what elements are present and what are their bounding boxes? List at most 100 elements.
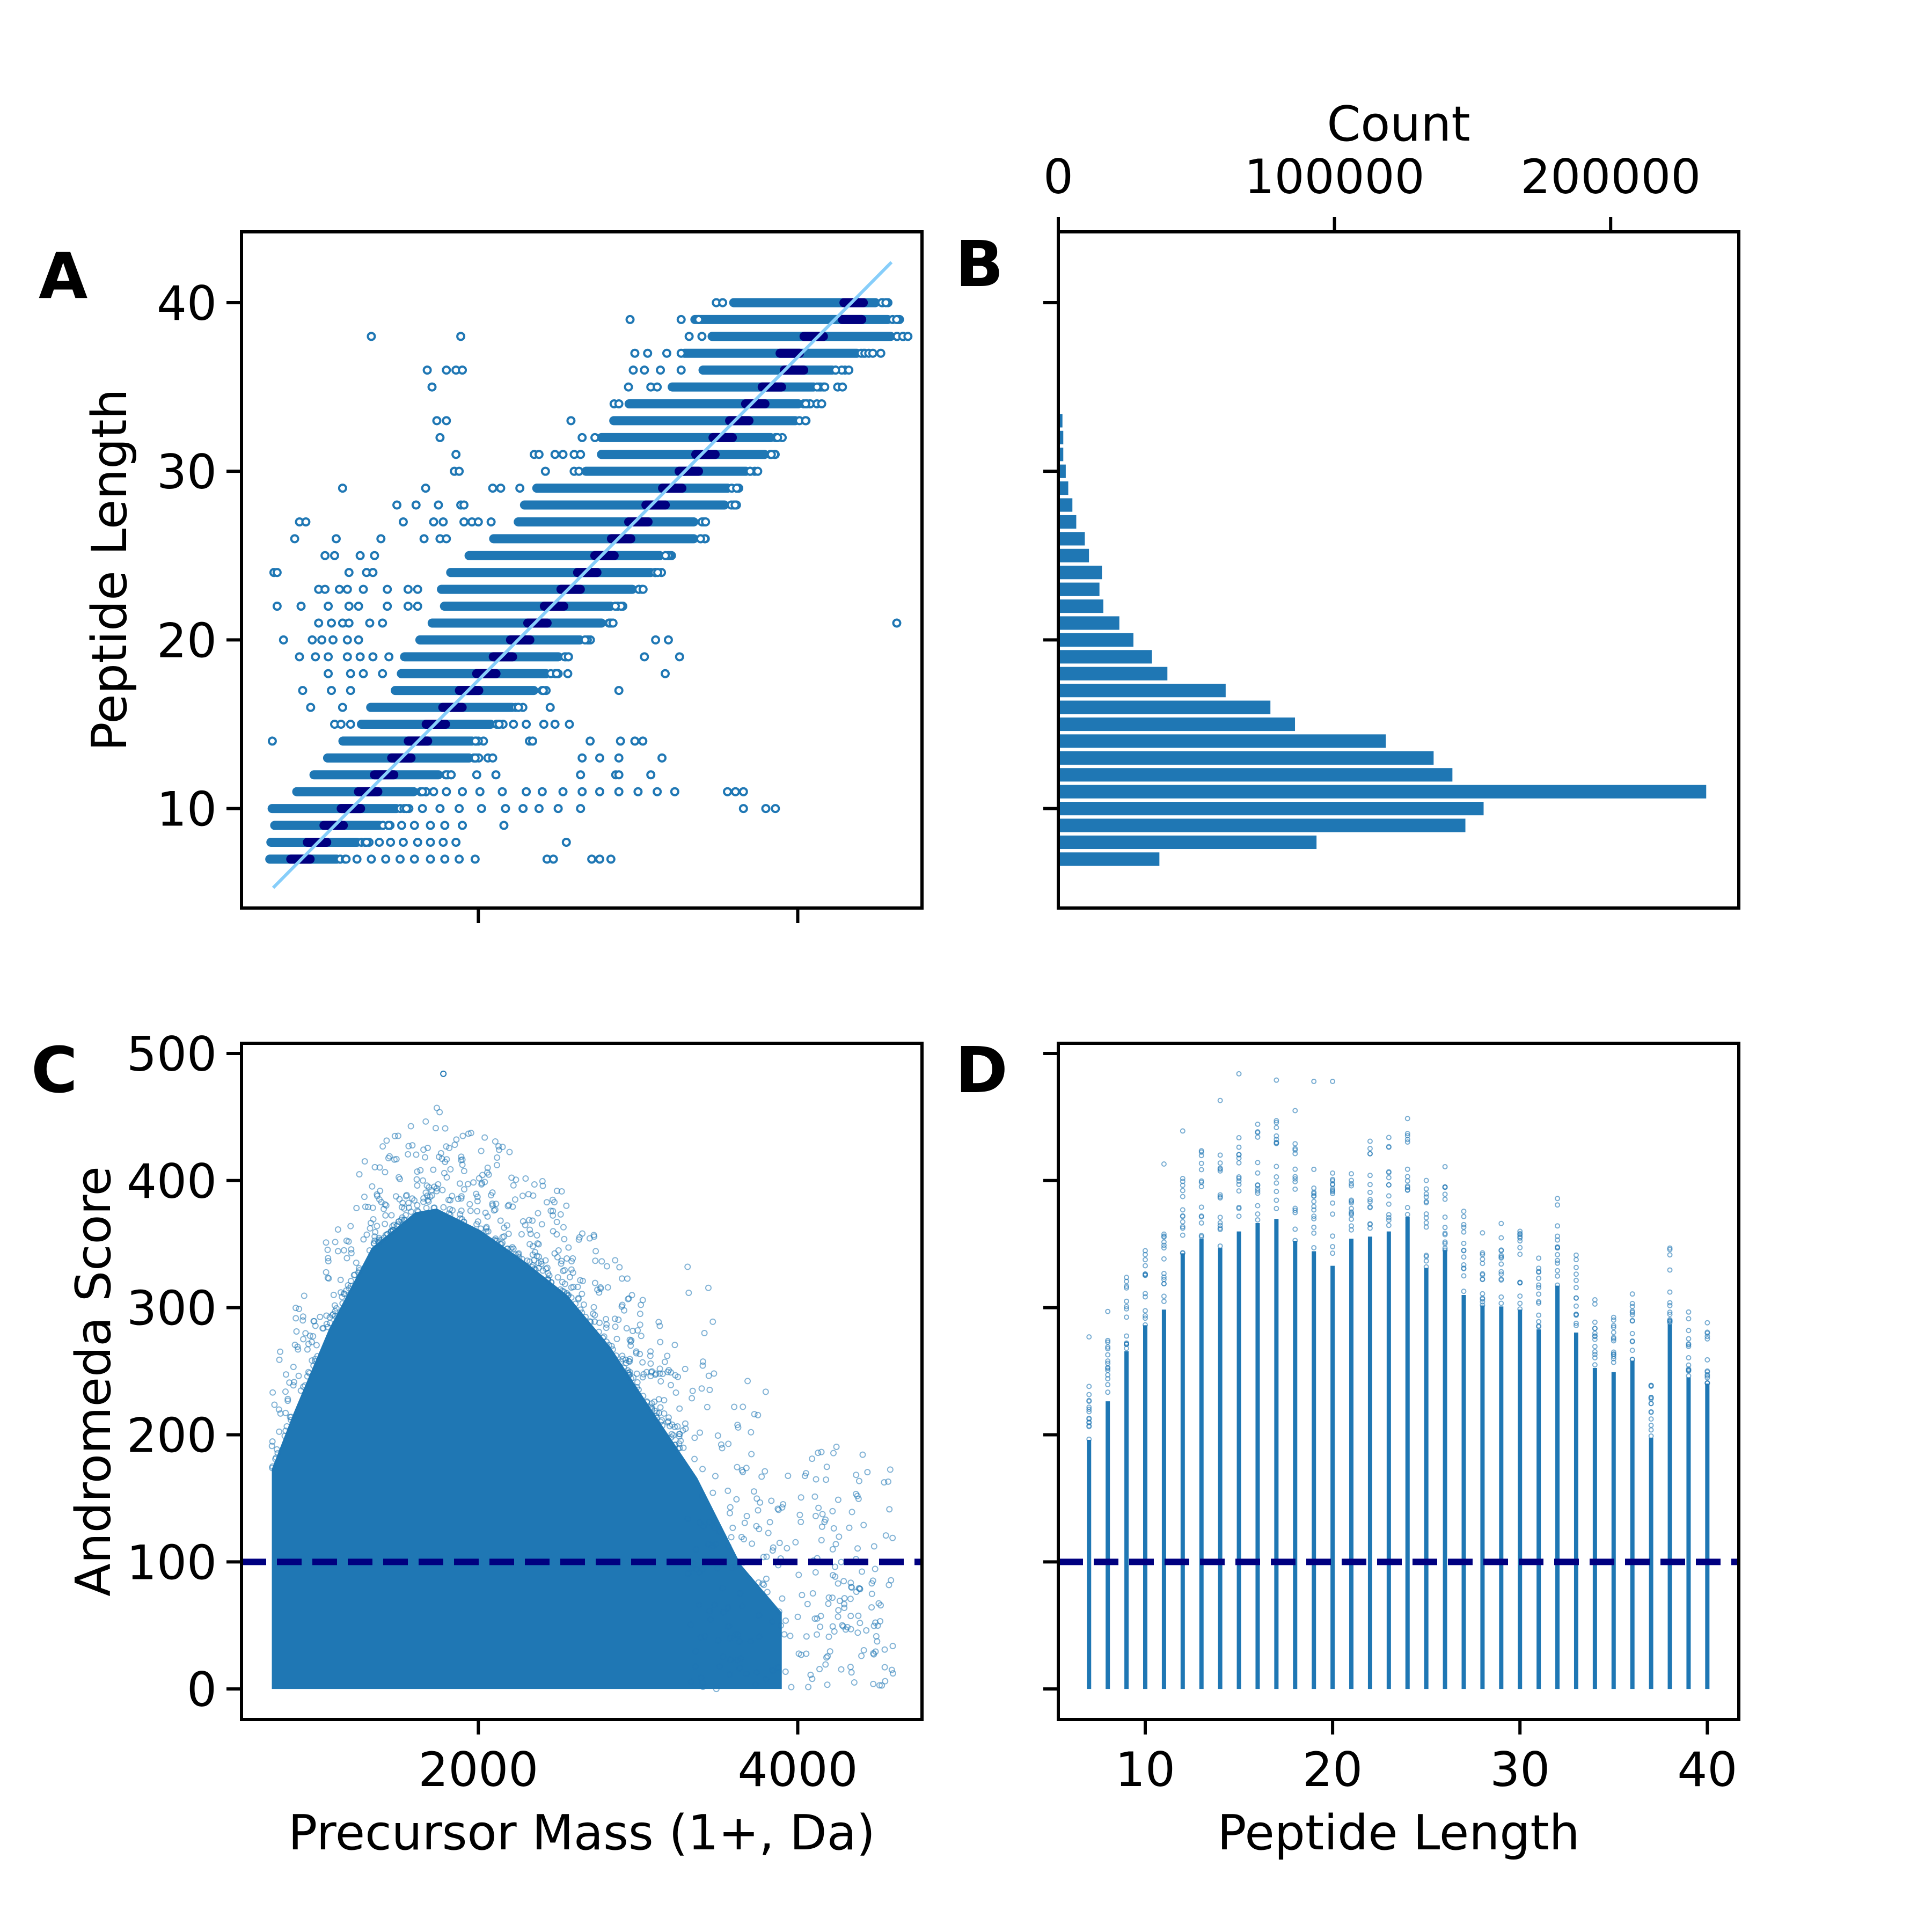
data-point: [1592, 1351, 1598, 1357]
panel-d-x-axis-label: Peptide Length: [1217, 1805, 1579, 1861]
data-point: [1274, 1118, 1279, 1124]
data-point: [633, 1384, 640, 1391]
data-point: [473, 1190, 480, 1197]
data-point: [282, 1371, 289, 1378]
data-point: [725, 1440, 732, 1447]
outlier-point: [558, 450, 568, 459]
data-point: [672, 1372, 679, 1379]
outlier-point: [472, 770, 481, 780]
outlier-point: [1161, 1161, 1167, 1167]
data-point: [763, 1575, 770, 1582]
data-point: [1142, 1294, 1148, 1300]
data-point: [773, 433, 782, 442]
data-point: [509, 1244, 516, 1251]
data-point: [844, 1624, 851, 1631]
data-point: [1236, 1188, 1242, 1194]
data-point: [727, 1656, 734, 1663]
data-point: [1629, 1312, 1635, 1318]
outlier-point: [456, 332, 466, 341]
data-point: [601, 1333, 608, 1340]
data-point: [592, 1257, 599, 1264]
panel-d-frame: [1057, 1042, 1740, 1721]
data-point: [1367, 1199, 1373, 1205]
data-point: [1555, 1257, 1561, 1263]
data-point: [826, 1648, 833, 1655]
row-length-17: [298, 686, 624, 696]
data-point: [422, 1154, 429, 1161]
data-point: [595, 1328, 602, 1335]
data-point: [1648, 1409, 1654, 1415]
data-point: [422, 1189, 429, 1196]
data-point: [1255, 1182, 1261, 1188]
data-point: [1292, 1238, 1298, 1243]
data-point: [1404, 1131, 1410, 1137]
outlier-point: [577, 753, 587, 763]
data-point: [640, 1393, 647, 1400]
row-length-8: [266, 837, 571, 847]
data-point: [1086, 1392, 1092, 1397]
data-point: [535, 1260, 542, 1267]
data-point: [1555, 1260, 1561, 1266]
data-point: [870, 1543, 877, 1550]
data-point: [1555, 1252, 1561, 1257]
data-point: [367, 1219, 374, 1226]
data-point: [447, 1166, 454, 1173]
data-point: [465, 1130, 472, 1137]
data-point: [811, 1493, 818, 1500]
data-point: [332, 1313, 339, 1320]
data-point: [770, 1544, 777, 1551]
row-length-16: [306, 702, 555, 712]
data-point: [603, 1263, 610, 1270]
data-point: [510, 1245, 517, 1252]
outlier-point: [354, 602, 363, 611]
data-point: [687, 1621, 694, 1628]
data-point: [1086, 1397, 1092, 1403]
data-point: [1555, 1202, 1561, 1208]
outlier-point: [403, 602, 413, 611]
data-point: [1330, 1250, 1336, 1256]
data-point: [685, 1289, 692, 1296]
data-point: [420, 1177, 427, 1184]
data-point: [1255, 1121, 1261, 1127]
data-point: [656, 1365, 663, 1372]
panel-b-length-histogram: 0 100000 200000 Count: [1043, 96, 1740, 910]
data-point: [1236, 1135, 1242, 1141]
row-length-23: [314, 584, 648, 594]
data-point: [758, 1473, 765, 1480]
data-point: [744, 1378, 751, 1385]
data-point: [1311, 1204, 1317, 1210]
data-point: [1330, 1170, 1336, 1176]
data-point: [611, 602, 620, 611]
data-point: [543, 1265, 550, 1272]
data-point: [1274, 1205, 1279, 1211]
data-point: [661, 551, 670, 560]
panel-d-y-ticks: [1043, 1051, 1058, 1691]
y-tick-label: 20: [157, 613, 217, 668]
data-point: [1142, 1263, 1148, 1269]
data-point: [855, 1495, 862, 1502]
outlier-point: [522, 720, 531, 729]
data-point: [713, 1686, 720, 1693]
panel-letter-d: D: [955, 1033, 1008, 1107]
data-point: [676, 1433, 683, 1440]
data-point: [439, 1187, 446, 1194]
data-point: [492, 1138, 499, 1145]
outlier-point: [565, 720, 574, 729]
data-point: [345, 1238, 352, 1245]
outlier-point: [548, 854, 558, 864]
data-point: [295, 1372, 302, 1379]
data-point: [1573, 1285, 1579, 1291]
data-point: [1274, 1133, 1279, 1139]
data-point: [332, 1239, 339, 1246]
data-point: [1442, 1163, 1448, 1169]
data-point: [888, 1666, 895, 1673]
data-point: [1611, 1359, 1616, 1365]
data-point: [743, 1670, 750, 1677]
data-point: [531, 1257, 538, 1264]
outlier-point: [342, 635, 352, 645]
data-point: [755, 1411, 762, 1418]
data-point: [748, 1429, 755, 1436]
data-point: [302, 1330, 309, 1337]
data-point: [706, 1386, 713, 1393]
data-point: [727, 1504, 734, 1511]
